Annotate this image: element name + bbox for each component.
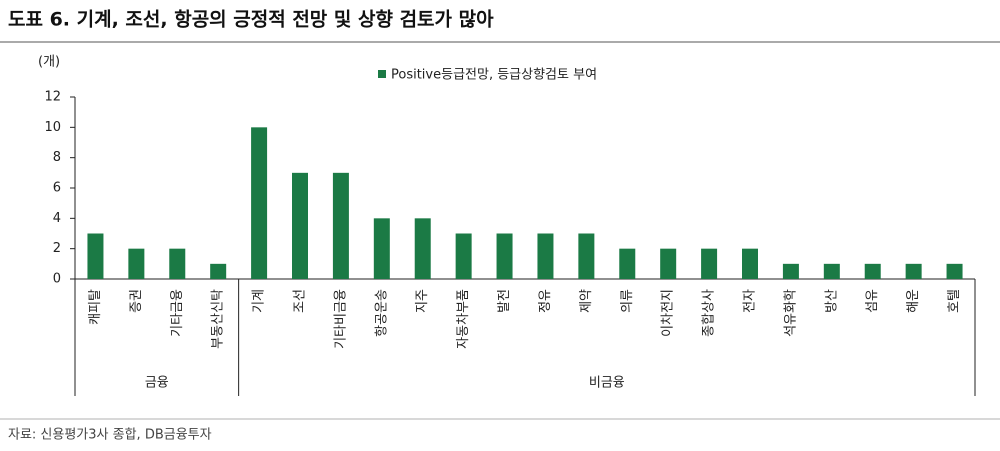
bar xyxy=(905,263,922,279)
bar xyxy=(578,233,595,279)
x-tick-label: 발전 xyxy=(497,289,512,313)
bar xyxy=(864,263,881,279)
x-tick-label: 자동차부품 xyxy=(456,289,471,349)
x-tick-label: 전자 xyxy=(743,289,758,313)
x-tick-label: 캐피탈 xyxy=(88,289,103,325)
x-tick-label: 증권 xyxy=(129,289,144,313)
bar xyxy=(660,248,677,279)
y-tick-label: 10 xyxy=(44,120,61,135)
y-unit: (개) xyxy=(38,55,60,70)
x-tick-label: 종합상사 xyxy=(702,289,717,337)
x-tick-label: 석유화학 xyxy=(783,289,798,337)
bar xyxy=(87,233,104,279)
bar xyxy=(619,248,636,279)
y-tick-label: 4 xyxy=(53,211,61,226)
bar xyxy=(414,218,431,279)
source: 자료: 신용평가3사 종합, DB금융투자 xyxy=(8,428,212,443)
x-tick-label: 의류 xyxy=(620,289,635,313)
bar xyxy=(742,248,758,279)
y-tick-label: 12 xyxy=(44,90,61,105)
x-tick-label: 항공운송 xyxy=(374,289,389,337)
bar xyxy=(946,263,963,279)
group-label: 비금융 xyxy=(589,376,625,391)
y-tick-label: 0 xyxy=(53,272,61,287)
x-tick-label: 섬유 xyxy=(865,289,880,313)
legend-swatch xyxy=(378,70,386,78)
x-tick-label: 이차전지 xyxy=(661,289,676,337)
x-tick-label: 제약 xyxy=(579,289,594,313)
bar xyxy=(496,233,513,279)
y-tick-label: 2 xyxy=(53,241,61,256)
bar xyxy=(292,172,308,279)
bar xyxy=(128,248,145,279)
x-tick-label: 기타금융 xyxy=(170,289,185,337)
x-tick-label: 지주 xyxy=(415,289,430,313)
x-tick-label: 호텔 xyxy=(947,289,962,313)
bar xyxy=(537,233,554,279)
bar xyxy=(701,248,718,279)
x-tick-label: 부동산신탁 xyxy=(211,289,226,349)
y-tick-label: 6 xyxy=(53,181,61,196)
legend-label: Positive등급전망, 등급상향검토 부여 xyxy=(391,68,597,83)
bar xyxy=(169,248,186,279)
bar xyxy=(251,127,268,279)
x-tick-label: 정유 xyxy=(538,289,553,313)
y-tick-label: 8 xyxy=(53,150,61,165)
x-tick-label: 기타비금융 xyxy=(333,289,348,349)
x-tick-label: 조선 xyxy=(293,289,308,313)
x-tick-label: 해운 xyxy=(906,289,921,313)
bar xyxy=(782,263,799,279)
group-label: 금융 xyxy=(145,376,169,391)
bar xyxy=(210,263,227,279)
bar xyxy=(455,233,472,279)
bar xyxy=(373,218,390,279)
bar xyxy=(823,263,840,279)
x-tick-label: 기계 xyxy=(252,289,267,313)
bar xyxy=(332,172,349,279)
chart-title: 도표 6. 기계, 조선, 항공의 긍정적 전망 및 상향 검토가 많아 xyxy=(8,9,494,31)
x-tick-label: 방산 xyxy=(824,289,839,313)
